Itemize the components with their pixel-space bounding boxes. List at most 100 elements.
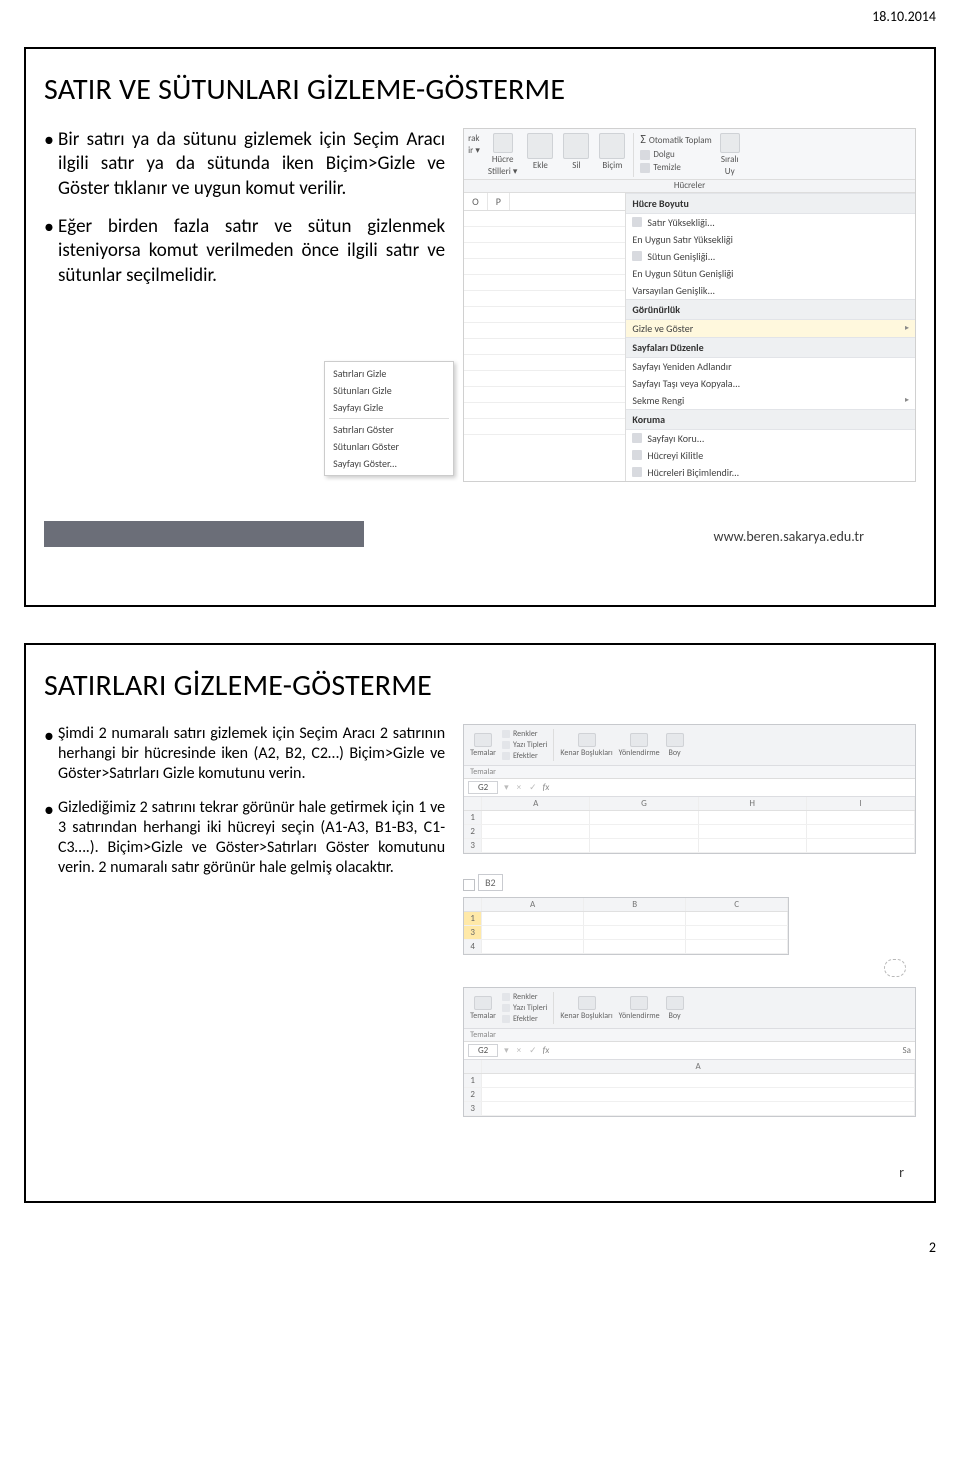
lbl-boy3: Boy: [669, 1011, 681, 1021]
name-box-b2[interactable]: B2: [478, 874, 503, 891]
menu-heading-sayfa: Sayfaları Düzenle: [626, 337, 915, 358]
dotted-selection-icon: [884, 959, 906, 977]
row-3c: 3: [464, 1102, 482, 1115]
corner: [464, 1060, 482, 1073]
slide-1: SATIR VE SÜTUNLARI GİZLEME-GÖSTERME Bir …: [24, 47, 936, 607]
name-box3[interactable]: G2: [468, 1044, 498, 1057]
clear-icon: [640, 163, 650, 173]
menu-item-label: Sütun Genişliği...: [647, 250, 715, 263]
col-o: O: [464, 193, 488, 210]
col-a: A: [482, 797, 590, 810]
menu-varsayilan[interactable]: Varsayılan Genişlik...: [626, 282, 915, 299]
cancel-icon: ×: [515, 1045, 523, 1056]
footer-url: www.beren.sakarya.edu.tr: [714, 528, 864, 545]
chevron-right-icon: ▸: [905, 395, 909, 405]
slide2-bullet-2: Gizlediğimiz 2 satırını tekrar görünür h…: [44, 798, 445, 878]
ekle-icon: [527, 133, 553, 159]
sm-sayfa-goster[interactable]: Sayfayı Göster...: [325, 455, 453, 472]
menu-en-uygun-satir[interactable]: En Uygun Satır Yüksekliği: [626, 231, 915, 248]
sm-sutun-gizle[interactable]: Sütunları Gizle: [325, 382, 453, 399]
row-3: 3: [464, 839, 482, 852]
gizle-goster-submenu[interactable]: Satırları Gizle Sütunları Gizle Sayfayı …: [324, 361, 454, 476]
menu-hucre-bicim[interactable]: Hücreleri Biçimlendir...: [626, 464, 915, 481]
row-2c: 2: [464, 1088, 482, 1101]
margins-icon: [578, 733, 596, 747]
menu-item-label: En Uygun Sütun Genişliği: [632, 267, 733, 280]
menu-en-uygun-sutun[interactable]: En Uygun Sütun Genişliği: [626, 265, 915, 282]
row-height-icon: [632, 217, 642, 227]
slide1-bullet-1: Bir satırı ya da sütunu gizlemek için Se…: [44, 128, 445, 201]
cancel-icon: ×: [515, 782, 523, 793]
menu-hucre-kilitle[interactable]: Hücreyi Kilitle: [626, 447, 915, 464]
col-a3: A: [482, 1060, 915, 1073]
fill-icon: [640, 150, 650, 160]
slide1-bullet-2: Eğer birden fazla satır ve sütun gizlenm…: [44, 215, 445, 288]
row-3b: 3: [464, 926, 482, 939]
check-icon: ✓: [527, 782, 539, 793]
sigma-icon: Σ: [640, 133, 646, 147]
col-c2: C: [686, 898, 788, 911]
col-b2: B: [584, 898, 686, 911]
col-p: P: [488, 193, 510, 210]
orientation-icon: [630, 733, 648, 747]
excel-shot-3: Temalar Renkler Yazı Tipleri Efektler Ke…: [463, 987, 916, 1117]
menu-satir-yukseklik[interactable]: Satır Yüksekliği...: [626, 214, 915, 231]
excel-menu-screenshot: rak ir ▾ Hücre Stilleri ▾ Ekle Sil: [463, 128, 916, 482]
slide2-bullet-1: Şimdi 2 numaralı satırı gizlemek için Se…: [44, 724, 445, 784]
lbl-kenar: Kenar Boşlukları: [560, 748, 612, 758]
menu-gizle-goster[interactable]: Gizle ve Göster ▸: [626, 320, 915, 337]
sil-icon: [563, 133, 589, 159]
size-icon: [666, 733, 684, 747]
sm-satir-goster[interactable]: Satırları Göster: [325, 421, 453, 438]
lbl-efekt3: Efektler: [513, 1014, 538, 1024]
hucre-icon: [493, 133, 513, 153]
menu-item-label: Gizle ve Göster: [632, 322, 693, 335]
menu-item-label: Sekme Rengi: [632, 394, 684, 407]
page-number: 2: [0, 1239, 960, 1274]
excel-shot-2: A B C 1 3 4: [463, 897, 789, 955]
chevron-right-icon: ▸: [905, 323, 909, 333]
menu-sayfa-adlandir[interactable]: Sayfayı Yeniden Adlandır: [626, 358, 915, 375]
row-1c: 1: [464, 1074, 482, 1087]
ribbon-sil: Sil: [572, 161, 580, 171]
col-g: G: [590, 797, 698, 810]
menu-sekme-rengi[interactable]: Sekme Rengi ▸: [626, 392, 915, 409]
menu-item-label: Hücreyi Kilitle: [647, 449, 703, 462]
menu-heading-koruma: Koruma: [626, 409, 915, 430]
sm-sutun-goster[interactable]: Sütunları Göster: [325, 438, 453, 455]
menu-sayfa-koru[interactable]: Sayfayı Koru...: [626, 430, 915, 447]
menu-heading-boyut: Hücre Boyutu: [626, 193, 915, 214]
menu-sutun-genislik[interactable]: Sütun Genişliği...: [626, 248, 915, 265]
effects-icon: [502, 1015, 510, 1023]
format-cells-icon: [632, 467, 642, 477]
sm-sayfa-gizle[interactable]: Sayfayı Gizle: [325, 399, 453, 416]
ribbon-uy: Uy: [725, 167, 735, 177]
lbl-renkler3: Renkler: [513, 992, 538, 1002]
menu-item-label: Sayfayı Taşı veya Kopyala...: [632, 377, 740, 390]
ribbon-hucre: Hücre: [492, 155, 514, 165]
menu-item-label: Varsayılan Genişlik...: [632, 284, 715, 297]
col-h: H: [699, 797, 807, 810]
sort-icon: [720, 133, 740, 153]
col-i: I: [807, 797, 915, 810]
ribbon-stilleri: Stilleri ▾: [488, 167, 518, 177]
lbl-renkler: Renkler: [513, 729, 538, 739]
sub-temalar: Temalar: [470, 767, 496, 777]
ribbon-hucreler: Hücreler: [674, 181, 705, 191]
row-2: 2: [464, 825, 482, 838]
slide-2: SATIRLARI GİZLEME-GÖSTERME Şimdi 2 numar…: [24, 643, 936, 1203]
orientation-icon: [630, 996, 648, 1010]
lbl-temalar: Temalar: [470, 748, 496, 758]
menu-sayfa-tasi[interactable]: Sayfayı Taşı veya Kopyala...: [626, 375, 915, 392]
format-dropdown-menu[interactable]: Hücre Boyutu Satır Yüksekliği... En Uygu…: [626, 193, 915, 481]
name-box[interactable]: G2: [468, 781, 498, 794]
name-box-icon: [463, 879, 475, 891]
lbl-boy: Boy: [669, 748, 681, 758]
sm-satir-gizle[interactable]: Satırları Gizle: [325, 365, 453, 382]
menu-heading-gorunurluk: Görünürlük: [626, 299, 915, 320]
fx-icon: fx: [543, 782, 550, 793]
colors-icon: [502, 993, 510, 1001]
col-a2: A: [482, 898, 584, 911]
lock-icon: [632, 450, 642, 460]
check-icon: ✓: [527, 1045, 539, 1056]
